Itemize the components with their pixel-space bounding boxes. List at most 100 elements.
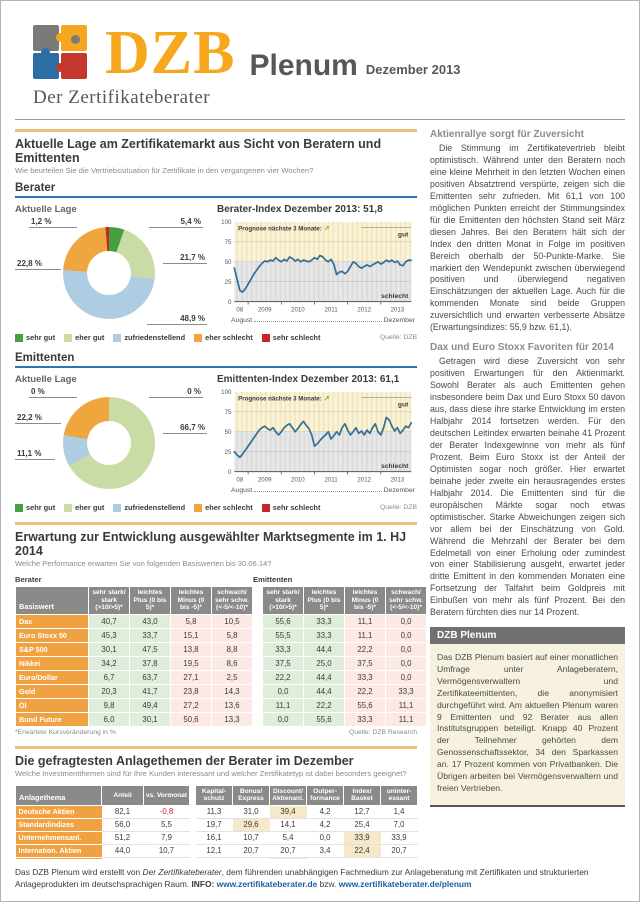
legend-swatch-icon [15, 503, 23, 512]
pie-callout: 5,4 % [149, 217, 203, 228]
cell: 14,3 [343, 857, 381, 859]
table-group-labels: Berater Emittenten [15, 575, 417, 584]
cell: 50,6 [171, 712, 211, 726]
cell: 55,6 [304, 712, 344, 726]
column-header: vs. Vormonat [143, 784, 190, 806]
cell: 33,3 [345, 670, 385, 684]
cell: 33,3 [304, 628, 344, 642]
legend-swatch-icon [15, 333, 23, 342]
berater-index-box: Berater-Index Dezember 2013: 51,8 0 25 50 7… [217, 204, 417, 329]
cell: 21,4 [232, 857, 270, 859]
row-label: Öl [16, 698, 88, 712]
cell: 51,2 [101, 831, 144, 845]
cell: 13,8 [171, 642, 211, 656]
cell: 11,1 [263, 698, 303, 712]
cell: 30,1 [89, 642, 129, 656]
cell: 44,4 [304, 642, 344, 656]
issue-date: Dezember 2013 [365, 62, 461, 77]
column-header: schwach/ sehr schw. (<-5/<-10)* [386, 587, 426, 614]
cell: 39,4 [269, 805, 307, 819]
left-column: Aktuelle Lage am Zertifikatemarkt aus Si… [15, 129, 426, 859]
cell: 5,8 [212, 628, 252, 642]
legend-swatch-icon [261, 333, 270, 342]
row-label: Internation. Aktien [15, 844, 102, 858]
pie-callout: 21,7 % [163, 253, 207, 264]
legend-label: zufriedenstellend [124, 503, 186, 512]
cell: 22,2 [304, 698, 344, 712]
row-label: Bund Future [16, 712, 88, 726]
x-end-label: Dezember [383, 487, 415, 494]
article-body: Die Stimmung im Zertifikatevertrieb blei… [430, 143, 625, 333]
cell: 44,0 [101, 844, 144, 858]
berater-index-chart: 0 25 50 75 100 08 2009 2010 2011 2012 2013 Prognose… [221, 219, 413, 314]
column-header: leichtes Minus (0 bis -5)* [171, 587, 211, 614]
puzzle-logo-icon [33, 25, 89, 81]
cell: 41,7 [130, 684, 170, 698]
footer-link-2[interactable]: www.zertifikateberater.de/plenum [338, 879, 472, 890]
footer-brand: Der Zertifikateberater [142, 866, 222, 877]
svg-text:08: 08 [236, 477, 243, 484]
cell: 20,7 [232, 844, 270, 858]
table-row: Deutsche Aktien 82,1 -0,8 11,3 31,0 39,4 4,2 12… [15, 805, 418, 819]
cell: 6,0 [89, 712, 129, 726]
sentiment-section-title: Aktuelle Lage am Zertifikatemarkt aus Si… [15, 137, 382, 165]
donut-chart [63, 227, 155, 319]
table-row: Dt. Nebenwerte34,52,17,121,426,83,614,32… [15, 857, 418, 859]
legend-label: eher gut [75, 503, 105, 512]
legend-swatch-icon [64, 503, 73, 512]
table-header-row: Anlagethema Anteil vs. Vormonat Kapital- sc… [15, 784, 418, 806]
source-note: Quelle: DZB Research [349, 728, 417, 736]
legend-item: zufriedenstellend [113, 333, 185, 342]
cell: 13,3 [212, 712, 252, 726]
footer-link-1[interactable]: www.zertifikateberater.de [216, 879, 318, 890]
cell: 25,4 [343, 818, 381, 832]
article-1: Aktienrallye sorgt für Zuversicht Die St… [430, 129, 625, 334]
footer-info-label: INFO: [191, 879, 217, 890]
svg-text:schlecht: schlecht [381, 293, 409, 300]
x-start-label: August [231, 317, 253, 324]
cell: 37,5 [263, 656, 303, 670]
cell: 10,7 [232, 831, 270, 845]
legend-item: eher schlecht [194, 503, 253, 512]
logo-acronym: DZB [105, 19, 236, 87]
svg-text:gut: gut [398, 401, 409, 408]
expectation-section-subtitle: Welche Performance erwarten Sie von folg… [15, 559, 272, 568]
themes-section-title: Die gefragtesten Anlagethemen der Berate… [15, 753, 354, 768]
column-header: schwach/ sehr schw. (<-5/<-10)* [212, 587, 252, 614]
cell: 33,7 [130, 628, 170, 642]
legend-label: eher schlecht [205, 333, 253, 342]
svg-text:gut: gut [398, 231, 409, 238]
legend-item: sehr schlecht [261, 503, 320, 512]
cell: 7,0 [380, 818, 418, 832]
berater-index-title: Berater-Index Dezember 2013: 51,8 [217, 204, 383, 215]
article-body: Getragen wird diese Zuversicht von sehr … [430, 356, 625, 618]
legend-label: eher schlecht [205, 503, 253, 512]
logo: DZB Plenum Dezember 2013 [15, 19, 625, 87]
svg-text:50: 50 [225, 429, 232, 436]
cell: 12,7 [343, 805, 381, 819]
column-header: leichtes Minus (0 bis -5)* [345, 587, 385, 614]
column-header: leichtes Plus (0 bis 5)* [304, 587, 344, 614]
cell: 12,1 [195, 844, 233, 858]
cell: 0,0 [386, 628, 426, 642]
column-header: Kapital- schutz [195, 784, 233, 806]
x-start-label: August [231, 487, 253, 494]
group-label-berater: Berater [15, 575, 42, 584]
emittenten-lage-box: Aktuelle Lage 0 % 0 % 66,7 % 22,2 % 11,1 % [15, 374, 207, 499]
themes-table: Anlagethema Anteil vs. Vormonat Kapital- sc… [15, 784, 418, 859]
cell: 16,1 [195, 831, 233, 845]
cell: 8,6 [212, 656, 252, 670]
emittenten-legend-row: sehr gut eher gut zufriedenstellend eher sc… [15, 503, 417, 512]
cell: 55,6 [263, 614, 303, 628]
cell: 0,0 [306, 831, 344, 845]
legend-swatch-icon [64, 333, 73, 342]
cell: 11,1 [386, 712, 426, 726]
cell: 3,4 [306, 844, 344, 858]
cell: 55,5 [263, 628, 303, 642]
cell: 0,0 [386, 614, 426, 628]
cell: 11,1 [345, 614, 385, 628]
sentiment-section-subtitle: Wie beurteilen Sie die Vertriebssituatio… [15, 166, 314, 175]
cell: 5,4 [269, 831, 307, 845]
legend-swatch-icon [113, 333, 122, 342]
cell: 0,0 [386, 642, 426, 656]
